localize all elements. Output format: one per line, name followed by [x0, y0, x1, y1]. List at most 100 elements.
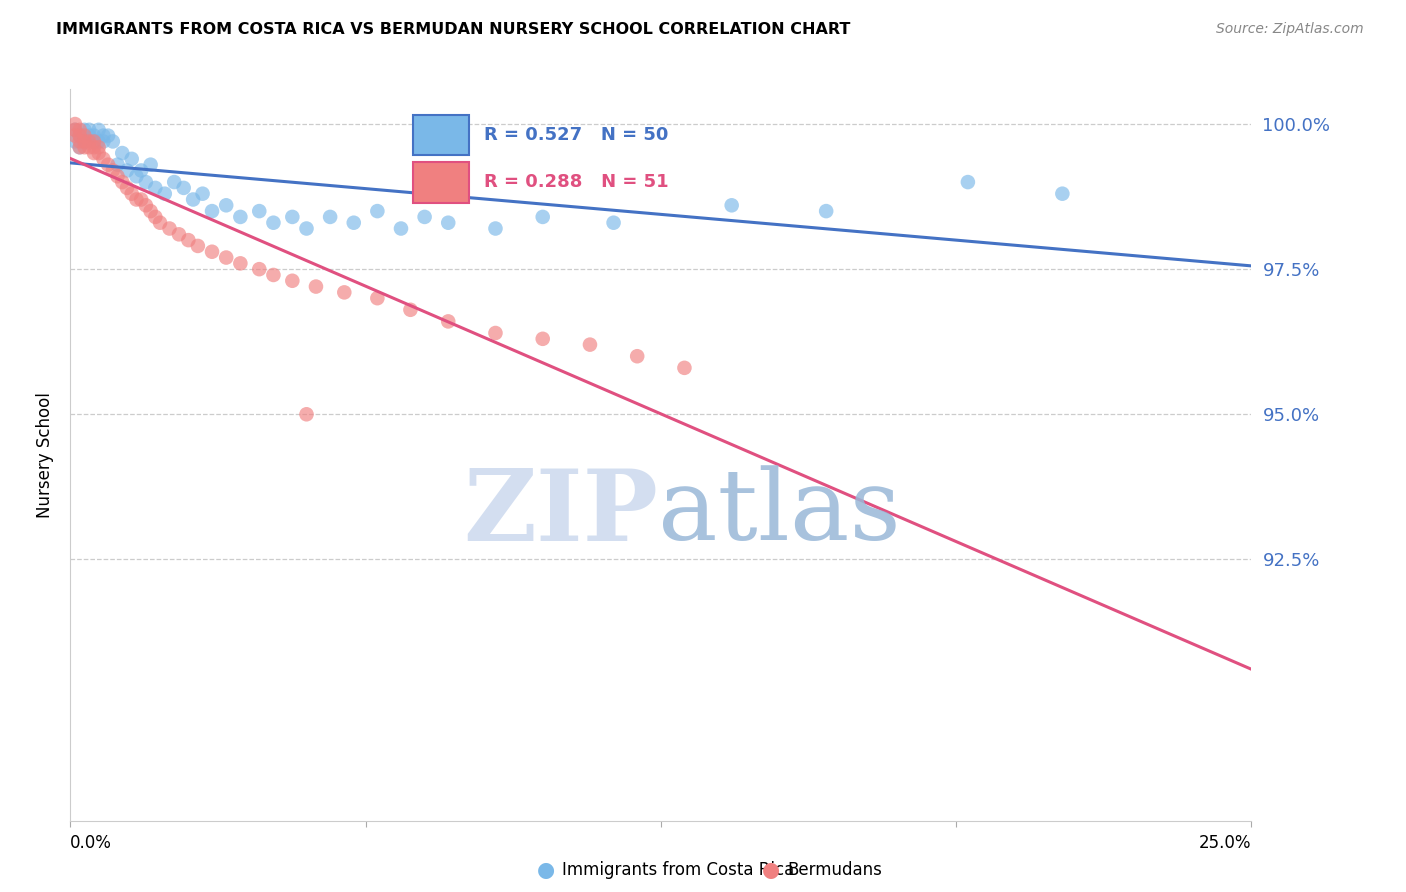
- Point: [673, 360, 696, 375]
- Point: [181, 193, 204, 207]
- Point: [111, 146, 134, 161]
- Point: [121, 186, 143, 201]
- Point: [333, 285, 356, 300]
- Point: [69, 140, 91, 154]
- Point: [366, 204, 388, 219]
- Point: [83, 135, 105, 149]
- Point: [63, 123, 86, 137]
- Point: [77, 128, 100, 143]
- Point: [63, 135, 86, 149]
- Point: [201, 204, 224, 219]
- Point: [87, 123, 110, 137]
- Point: [389, 221, 412, 235]
- Point: [484, 221, 506, 235]
- Point: [229, 256, 252, 270]
- Point: [77, 135, 100, 149]
- Point: [139, 204, 162, 219]
- Point: [77, 140, 100, 154]
- Point: [602, 216, 624, 230]
- Point: [413, 210, 436, 224]
- Point: [83, 146, 105, 161]
- Point: [167, 227, 190, 242]
- Point: [484, 326, 506, 340]
- Point: [201, 244, 224, 259]
- Point: [531, 210, 554, 224]
- Point: [69, 123, 91, 137]
- Point: [247, 204, 270, 219]
- Point: [262, 268, 284, 282]
- Point: [215, 251, 238, 265]
- Point: [115, 181, 138, 195]
- Point: [173, 181, 195, 195]
- Point: [129, 193, 152, 207]
- Point: [295, 221, 318, 235]
- Point: [437, 314, 460, 328]
- Point: [262, 216, 284, 230]
- Point: [63, 128, 86, 143]
- Bar: [413, 162, 470, 202]
- Point: [101, 163, 124, 178]
- Point: [69, 140, 91, 154]
- Point: [187, 239, 209, 253]
- Point: [107, 158, 129, 172]
- Point: [720, 198, 742, 212]
- Point: [125, 193, 148, 207]
- Text: Source: ZipAtlas.com: Source: ZipAtlas.com: [1216, 22, 1364, 37]
- Point: [97, 128, 120, 143]
- Point: [247, 262, 270, 277]
- Point: [956, 175, 979, 189]
- Point: [121, 152, 143, 166]
- Point: [93, 152, 115, 166]
- Point: [295, 407, 318, 421]
- Point: [93, 135, 115, 149]
- Point: [399, 302, 422, 317]
- Point: [73, 135, 96, 149]
- Point: [115, 163, 138, 178]
- Point: [163, 175, 186, 189]
- Point: [87, 135, 110, 149]
- Point: [97, 158, 120, 172]
- Point: [815, 204, 838, 219]
- Point: [319, 210, 342, 224]
- Point: [83, 128, 105, 143]
- Point: [107, 169, 129, 184]
- Text: ●: ●: [537, 860, 555, 880]
- Point: [626, 349, 648, 363]
- Point: [111, 175, 134, 189]
- Point: [143, 210, 166, 224]
- Point: [73, 128, 96, 143]
- Point: [73, 135, 96, 149]
- Bar: [413, 115, 470, 155]
- Point: [579, 337, 602, 351]
- Text: IMMIGRANTS FROM COSTA RICA VS BERMUDAN NURSERY SCHOOL CORRELATION CHART: IMMIGRANTS FROM COSTA RICA VS BERMUDAN N…: [56, 22, 851, 37]
- Text: atlas: atlas: [658, 466, 901, 561]
- Point: [1052, 186, 1074, 201]
- Point: [177, 233, 200, 247]
- Point: [159, 221, 181, 235]
- Point: [135, 175, 157, 189]
- Point: [101, 135, 124, 149]
- Point: [129, 163, 152, 178]
- Point: [93, 128, 115, 143]
- Point: [229, 210, 252, 224]
- Text: ZIP: ZIP: [463, 465, 658, 562]
- Point: [281, 210, 304, 224]
- Point: [69, 135, 91, 149]
- Point: [437, 216, 460, 230]
- Point: [83, 140, 105, 154]
- Text: 0.0%: 0.0%: [70, 834, 112, 852]
- Point: [149, 216, 172, 230]
- Text: Immigrants from Costa Rica: Immigrants from Costa Rica: [562, 861, 794, 879]
- Point: [305, 279, 328, 293]
- Point: [73, 140, 96, 154]
- Point: [366, 291, 388, 305]
- Point: [73, 123, 96, 137]
- Point: [125, 169, 148, 184]
- Point: [63, 123, 86, 137]
- Point: [77, 123, 100, 137]
- Point: [69, 128, 91, 143]
- Text: ●: ●: [762, 860, 780, 880]
- Point: [215, 198, 238, 212]
- Point: [87, 140, 110, 154]
- Point: [191, 186, 214, 201]
